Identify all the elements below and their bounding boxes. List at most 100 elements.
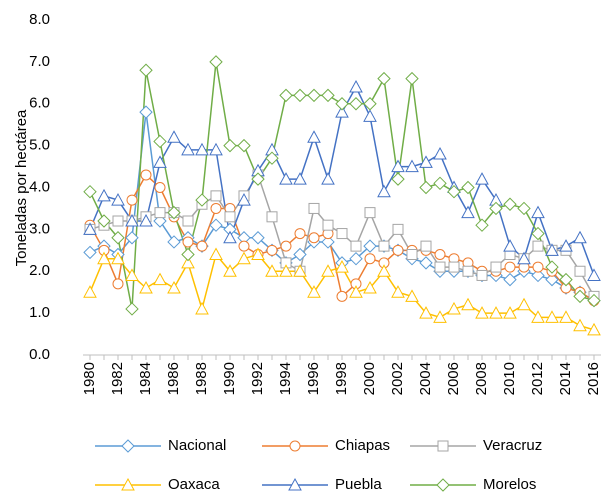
- marker: [503, 272, 517, 287]
- marker: [237, 193, 251, 206]
- y-axis-label: Toneladas por hectárea: [13, 109, 30, 266]
- marker: [363, 280, 377, 294]
- y-tick-label: 8.0: [29, 11, 50, 28]
- marker: [195, 193, 209, 207]
- marker: [83, 285, 97, 298]
- marker: [364, 253, 376, 265]
- marker: [154, 182, 166, 193]
- marker: [503, 239, 517, 252]
- marker: [335, 105, 349, 118]
- marker: [280, 240, 292, 252]
- marker: [307, 285, 321, 298]
- marker: [121, 439, 135, 453]
- marker: [531, 226, 545, 241]
- marker: [433, 146, 447, 160]
- marker: [209, 218, 223, 232]
- marker: [121, 477, 135, 491]
- marker: [308, 202, 320, 214]
- marker: [475, 306, 489, 319]
- marker: [97, 251, 111, 265]
- marker: [531, 310, 545, 323]
- marker: [307, 88, 321, 103]
- marker: [167, 205, 181, 220]
- y-tick-label: 6.0: [29, 95, 50, 112]
- marker: [139, 280, 153, 294]
- marker: [461, 297, 475, 311]
- marker: [125, 302, 139, 316]
- marker: [167, 235, 181, 249]
- marker: [153, 155, 167, 168]
- marker: [209, 247, 223, 260]
- marker: [251, 231, 265, 245]
- marker: [335, 260, 349, 273]
- marker: [238, 240, 250, 252]
- legend-label: Puebla: [335, 476, 382, 493]
- x-tick-label: 2006: [445, 362, 462, 395]
- marker: [139, 213, 153, 227]
- marker: [587, 322, 601, 336]
- marker: [476, 269, 488, 281]
- marker: [195, 301, 209, 315]
- marker: [321, 264, 335, 277]
- marker: [322, 219, 334, 231]
- marker: [293, 264, 307, 277]
- marker: [490, 261, 502, 273]
- marker: [391, 159, 405, 173]
- marker: [223, 230, 237, 244]
- marker: [111, 231, 125, 245]
- marker: [112, 278, 124, 290]
- x-tick-label: 1980: [81, 362, 98, 395]
- marker: [210, 202, 222, 214]
- marker: [167, 280, 181, 294]
- marker: [293, 172, 307, 185]
- marker: [391, 172, 405, 186]
- marker: [532, 240, 544, 252]
- marker: [517, 251, 531, 265]
- x-tick-label: 2002: [389, 362, 406, 395]
- marker: [237, 138, 251, 153]
- x-tick-label: 1996: [305, 362, 322, 395]
- marker: [391, 285, 405, 298]
- marker: [378, 240, 390, 252]
- marker: [532, 261, 544, 273]
- y-tick-label: 1.0: [29, 304, 50, 321]
- marker: [363, 97, 377, 111]
- marker: [349, 251, 363, 266]
- marker: [83, 184, 97, 199]
- marker: [181, 255, 195, 269]
- marker: [112, 215, 124, 227]
- marker: [462, 265, 474, 277]
- marker: [489, 201, 503, 216]
- marker: [434, 261, 446, 273]
- marker: [436, 478, 450, 492]
- marker: [251, 172, 265, 186]
- marker: [531, 205, 545, 219]
- marker: [182, 215, 194, 227]
- marker: [420, 240, 432, 252]
- marker: [223, 264, 237, 277]
- x-tick-label: 2014: [557, 362, 574, 395]
- marker: [125, 231, 139, 245]
- marker: [111, 193, 125, 206]
- marker: [545, 272, 559, 287]
- marker: [266, 211, 278, 223]
- x-tick-label: 2000: [361, 362, 378, 395]
- marker: [434, 249, 446, 260]
- y-tick-label: 4.0: [29, 178, 50, 195]
- marker: [433, 176, 447, 191]
- marker: [433, 310, 447, 323]
- marker: [153, 134, 167, 149]
- marker: [503, 306, 517, 319]
- marker: [447, 184, 461, 199]
- marker: [279, 88, 293, 103]
- marker: [587, 293, 601, 308]
- marker: [461, 205, 475, 219]
- x-tick-label: 1998: [333, 362, 350, 395]
- x-tick-label: 2004: [417, 362, 434, 395]
- marker: [125, 268, 139, 281]
- marker: [140, 169, 152, 181]
- marker: [437, 440, 449, 452]
- marker: [545, 260, 559, 274]
- marker: [545, 243, 559, 256]
- marker: [336, 290, 348, 302]
